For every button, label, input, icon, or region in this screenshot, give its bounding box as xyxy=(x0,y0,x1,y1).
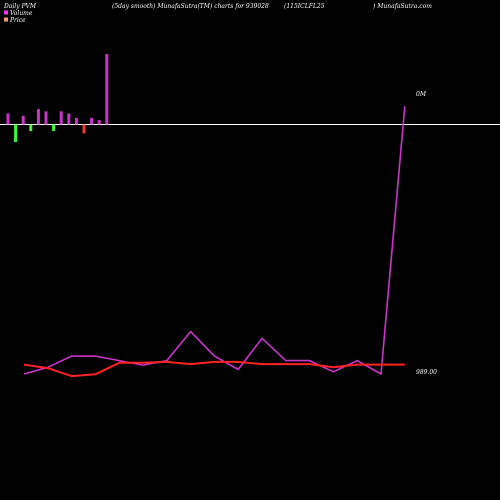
volume-bar xyxy=(44,111,48,125)
chart-header-center: (5day smooth) MunafaSutra(TM) charts for… xyxy=(112,3,269,10)
chart-lines xyxy=(23,106,406,378)
volume-bar xyxy=(14,124,18,143)
legend-volume-label: Volume xyxy=(10,10,33,17)
volume-bars xyxy=(6,54,109,143)
volume-line xyxy=(23,106,406,375)
volume-bar xyxy=(74,117,78,125)
volume-bar xyxy=(67,113,71,125)
volume-bar xyxy=(82,124,86,134)
legend-price-label: Price xyxy=(9,17,26,24)
volume-bar xyxy=(36,109,40,125)
volume-bar xyxy=(59,111,63,125)
price-line xyxy=(23,360,405,378)
legend-volume-swatch xyxy=(4,10,8,15)
chart-header-symbol: (115ICLFL25 xyxy=(284,3,325,10)
chart-header-right: ) MunafaSutra.com xyxy=(372,3,432,10)
volume-bar xyxy=(29,124,33,132)
volume-bar xyxy=(97,120,101,125)
volume-bar xyxy=(52,124,56,132)
volume-axis-label: 0M xyxy=(416,91,427,98)
legend-price-swatch xyxy=(4,17,8,22)
volume-bar xyxy=(105,54,109,125)
volume-bar xyxy=(6,113,10,125)
volume-bar xyxy=(90,117,94,125)
volume-bar xyxy=(21,115,25,125)
chart-header-left: Daily PVM xyxy=(3,3,37,10)
price-axis-label: 989.00 xyxy=(416,369,437,376)
